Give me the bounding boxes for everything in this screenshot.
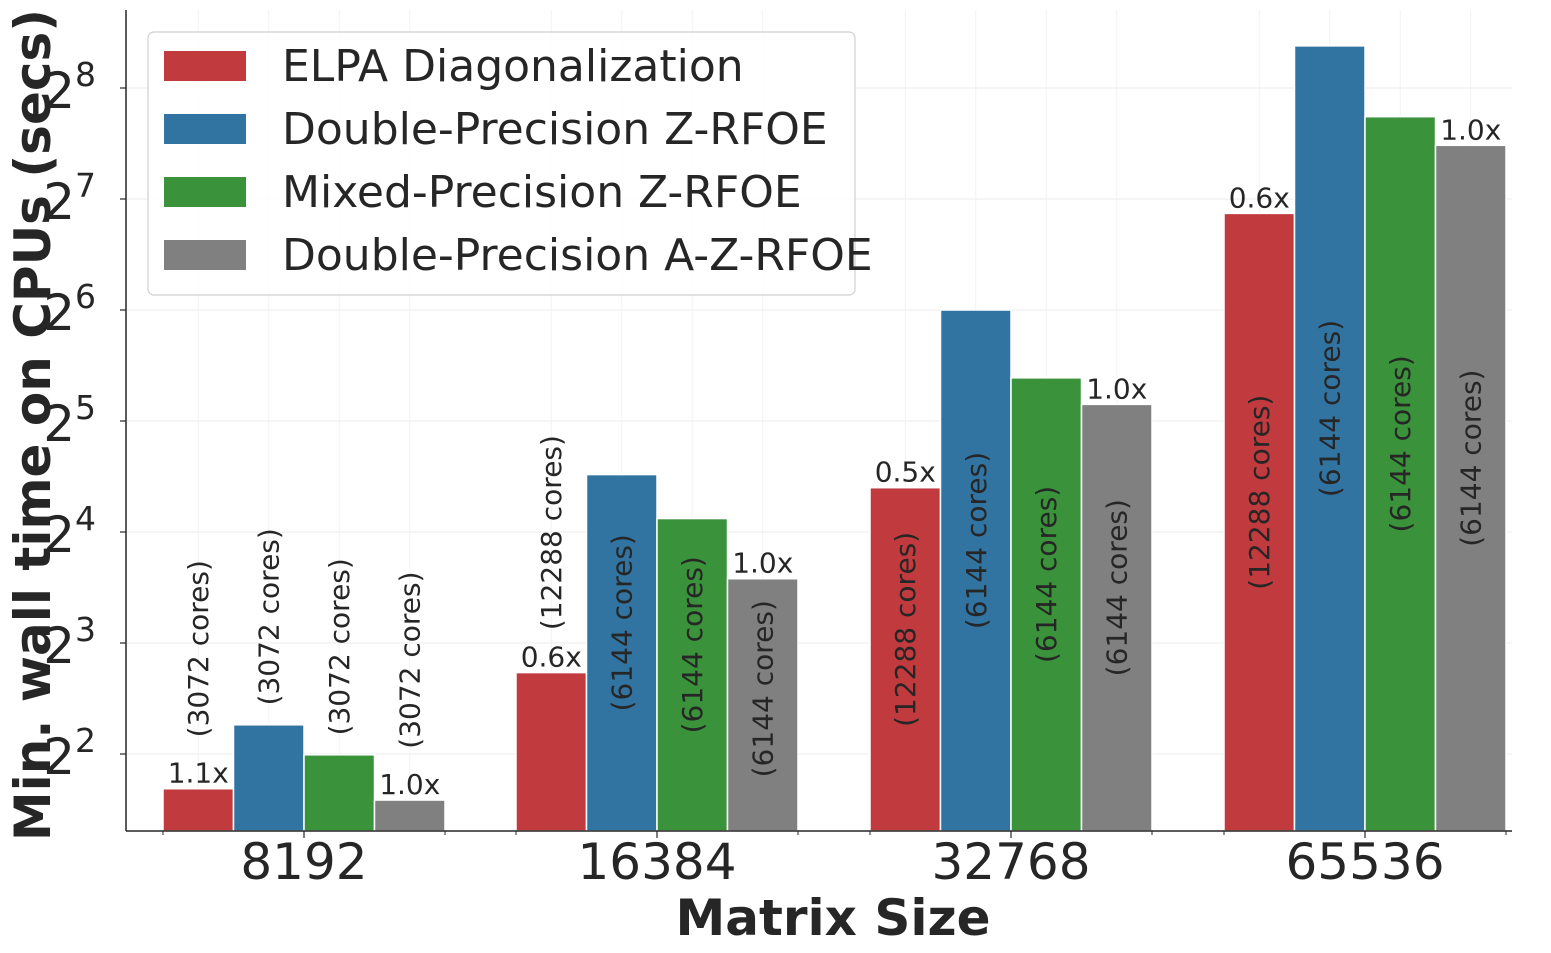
- y-tick-label: 23: [43, 610, 96, 675]
- cores-label: (12288 cores): [1243, 395, 1276, 590]
- x-tick-label: 65536: [1285, 833, 1444, 891]
- speedup-label: 1.0x: [1440, 113, 1501, 146]
- y-tick-label: 27: [43, 166, 96, 231]
- y-tick-label: 28: [43, 55, 96, 120]
- x-axis-title: Matrix Size: [675, 889, 990, 947]
- cores-label: (6144 cores): [606, 534, 639, 711]
- legend-swatch: [164, 114, 246, 144]
- bars: [162, 45, 1507, 832]
- speedup-label: 0.5x: [875, 456, 936, 489]
- bar: [1434, 144, 1507, 832]
- cores-label: (3072 cores): [394, 571, 427, 748]
- cores-label: (6144 cores): [960, 452, 993, 629]
- bar: [515, 671, 588, 832]
- x-tick-label: 16384: [577, 833, 736, 891]
- cores-label: (6144 cores): [1030, 486, 1063, 663]
- legend-swatch: [164, 240, 246, 270]
- bar: [232, 724, 305, 832]
- cores-label: (6144 cores): [747, 600, 780, 777]
- cores-label: (6144 cores): [1314, 320, 1347, 497]
- bar: [1223, 212, 1296, 832]
- x-tick-label: 32768: [931, 833, 1090, 891]
- bar: [1293, 45, 1366, 832]
- cores-label: (6144 cores): [1455, 370, 1488, 547]
- x-tick-label: 8192: [240, 833, 367, 891]
- y-axis-title: Min. wall time on CPUs (secs): [4, 9, 62, 841]
- bar: [656, 517, 729, 832]
- bar-labels: 1.1x (3072 cores) 0.6x (12288 cores) 0.5x (12…: [168, 113, 1502, 801]
- legend-label: Double-Precision A-Z-RFOE: [282, 230, 873, 281]
- cores-label: (3072 cores): [182, 560, 215, 737]
- speedup-label: 1.0x: [379, 768, 440, 801]
- speedup-label: 0.6x: [1229, 181, 1290, 214]
- cores-label: (3072 cores): [323, 558, 356, 735]
- bar: [1080, 403, 1153, 832]
- y-tick-label: 24: [43, 499, 96, 564]
- bar: [162, 787, 235, 832]
- axes: [120, 10, 1512, 838]
- legend-label: Mixed-Precision Z-RFOE: [282, 167, 802, 218]
- legend-label: Double-Precision Z-RFOE: [282, 104, 828, 155]
- speedup-label: 1.1x: [168, 757, 229, 790]
- bar: [726, 577, 799, 832]
- y-tick-labels: 22 23 24 25 26 27 28: [43, 55, 96, 786]
- legend: ELPA Diagonalization Double-Precision Z-R…: [147, 31, 873, 296]
- speedup-label: 1.0x: [1086, 372, 1147, 405]
- y-tick-label: 25: [43, 388, 96, 453]
- cores-label: (3072 cores): [253, 528, 286, 705]
- bar: [303, 754, 376, 832]
- bar: [1010, 377, 1083, 832]
- speedup-label: 0.6x: [521, 641, 582, 674]
- legend-swatch: [164, 51, 246, 81]
- cores-label: (12288 cores): [889, 532, 922, 727]
- cores-label: (6144 cores): [1101, 499, 1134, 676]
- x-tick-labels: 8192 16384 32768 65536: [240, 833, 1444, 891]
- speedup-label: 1.0x: [732, 547, 793, 580]
- legend-label: ELPA Diagonalization: [282, 41, 744, 92]
- bar: [1364, 115, 1437, 832]
- bar: [585, 473, 658, 832]
- y-tick-label: 22: [43, 721, 96, 786]
- cores-label: (6144 cores): [676, 556, 709, 733]
- cores-label: (6144 cores): [1384, 355, 1417, 532]
- legend-swatch: [164, 177, 246, 207]
- bar: [373, 799, 446, 832]
- bar: [939, 309, 1012, 832]
- y-tick-label: 26: [43, 277, 96, 342]
- cores-label: (12288 cores): [535, 435, 568, 630]
- legend-box: [147, 31, 856, 296]
